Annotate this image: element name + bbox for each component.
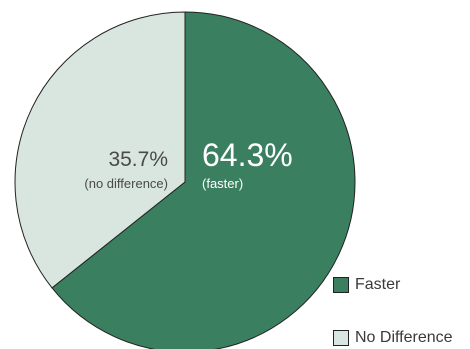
pie-slices: [14, 11, 356, 349]
legend-label-no-difference: No Difference: [355, 329, 453, 346]
legend-swatch-no-difference: [333, 330, 349, 346]
slice-value-label: 35.7%: [108, 148, 168, 171]
slice-sub-label: (no difference): [84, 176, 168, 191]
legend-item-faster: Faster: [333, 276, 470, 294]
pie-slice-labels: 64.3% (faster) 35.7% (no difference): [84, 137, 292, 191]
legend-swatch-faster: [333, 277, 349, 293]
pie-slice-no-difference: [14, 11, 186, 289]
pie-slice-faster: [51, 11, 356, 349]
slice-value-label: 64.3%: [202, 137, 293, 173]
legend-item-no-difference: No Difference: [333, 329, 470, 347]
legend-label-faster: Faster: [355, 276, 401, 293]
slice-sub-label: (faster): [202, 176, 243, 191]
